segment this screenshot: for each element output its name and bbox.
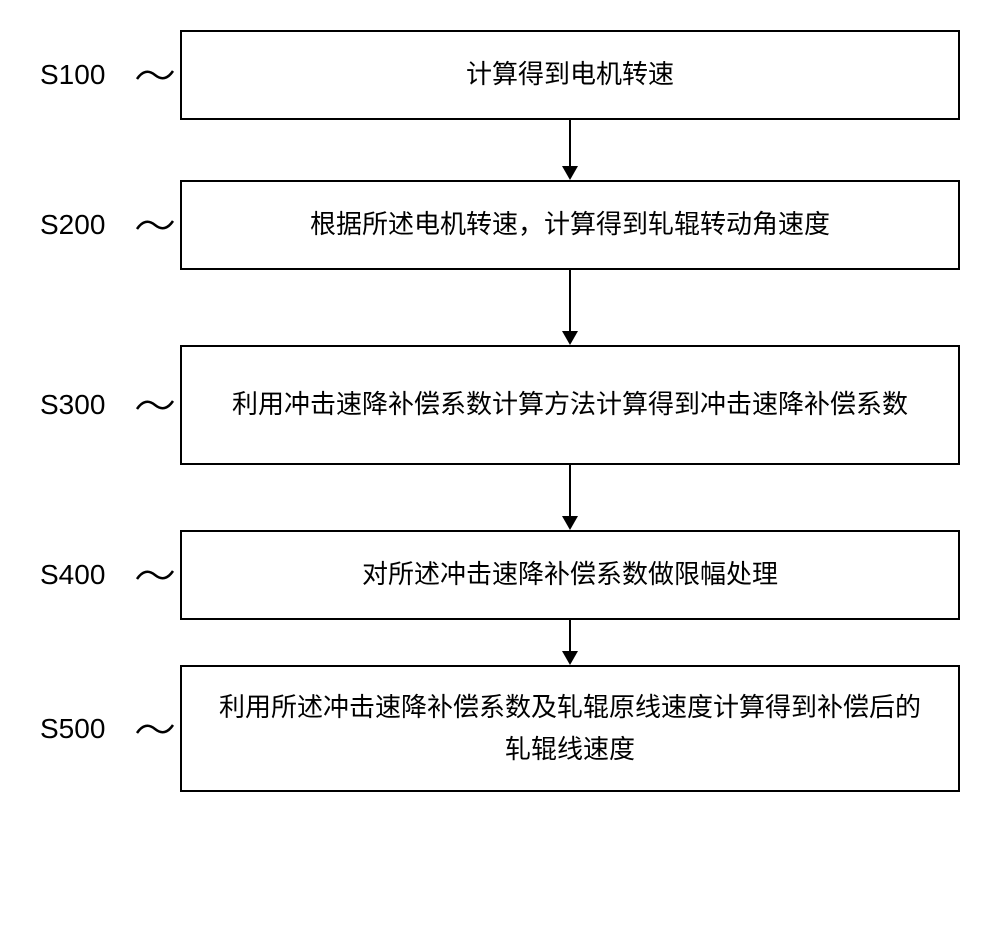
arrow-container — [40, 120, 960, 180]
arrow-head-icon — [562, 651, 578, 665]
box-wrapper: 对所述冲击速降补偿系数做限幅处理 — [180, 530, 960, 620]
process-box-s500: 利用所述冲击速降补偿系数及轧辊原线速度计算得到补偿后的轧辊线速度 — [180, 665, 960, 792]
box-wrapper: 计算得到电机转速 — [180, 30, 960, 120]
box-wrapper: 利用所述冲击速降补偿系数及轧辊原线速度计算得到补偿后的轧辊线速度 — [180, 665, 960, 792]
tilde-connector — [130, 719, 180, 739]
arrow-line — [569, 270, 571, 331]
step-row-s400: S400 对所述冲击速降补偿系数做限幅处理 — [40, 530, 960, 620]
step-label: S100 — [40, 59, 130, 91]
tilde-connector — [130, 565, 180, 585]
step-row-s200: S200 根据所述电机转速，计算得到轧辊转动角速度 — [40, 180, 960, 270]
process-box-s400: 对所述冲击速降补偿系数做限幅处理 — [180, 530, 960, 620]
process-box-s100: 计算得到电机转速 — [180, 30, 960, 120]
arrow-line — [569, 120, 571, 166]
arrow-head-icon — [562, 331, 578, 345]
process-box-s300: 利用冲击速降补偿系数计算方法计算得到冲击速降补偿系数 — [180, 345, 960, 465]
tilde-connector — [130, 65, 180, 85]
step-label: S200 — [40, 209, 130, 241]
arrow-s200-s300 — [562, 270, 578, 345]
process-box-s200: 根据所述电机转速，计算得到轧辊转动角速度 — [180, 180, 960, 270]
flowchart-container: S100 计算得到电机转速 S200 根据所述电机转速，计算得到轧辊转动角速度 … — [40, 30, 960, 792]
step-label: S500 — [40, 713, 130, 745]
arrow-s400-s500 — [562, 620, 578, 665]
tilde-connector — [130, 215, 180, 235]
arrow-s100-s200 — [562, 120, 578, 180]
tilde-connector — [130, 395, 180, 415]
box-wrapper: 利用冲击速降补偿系数计算方法计算得到冲击速降补偿系数 — [180, 345, 960, 465]
arrow-line — [569, 620, 571, 651]
arrow-container — [40, 620, 960, 665]
step-label: S400 — [40, 559, 130, 591]
arrow-line — [569, 465, 571, 516]
arrow-head-icon — [562, 166, 578, 180]
step-label: S300 — [40, 389, 130, 421]
arrow-s300-s400 — [562, 465, 578, 530]
arrow-container — [40, 270, 960, 345]
arrow-container — [40, 465, 960, 530]
box-wrapper: 根据所述电机转速，计算得到轧辊转动角速度 — [180, 180, 960, 270]
step-row-s500: S500 利用所述冲击速降补偿系数及轧辊原线速度计算得到补偿后的轧辊线速度 — [40, 665, 960, 792]
arrow-head-icon — [562, 516, 578, 530]
step-row-s100: S100 计算得到电机转速 — [40, 30, 960, 120]
step-row-s300: S300 利用冲击速降补偿系数计算方法计算得到冲击速降补偿系数 — [40, 345, 960, 465]
